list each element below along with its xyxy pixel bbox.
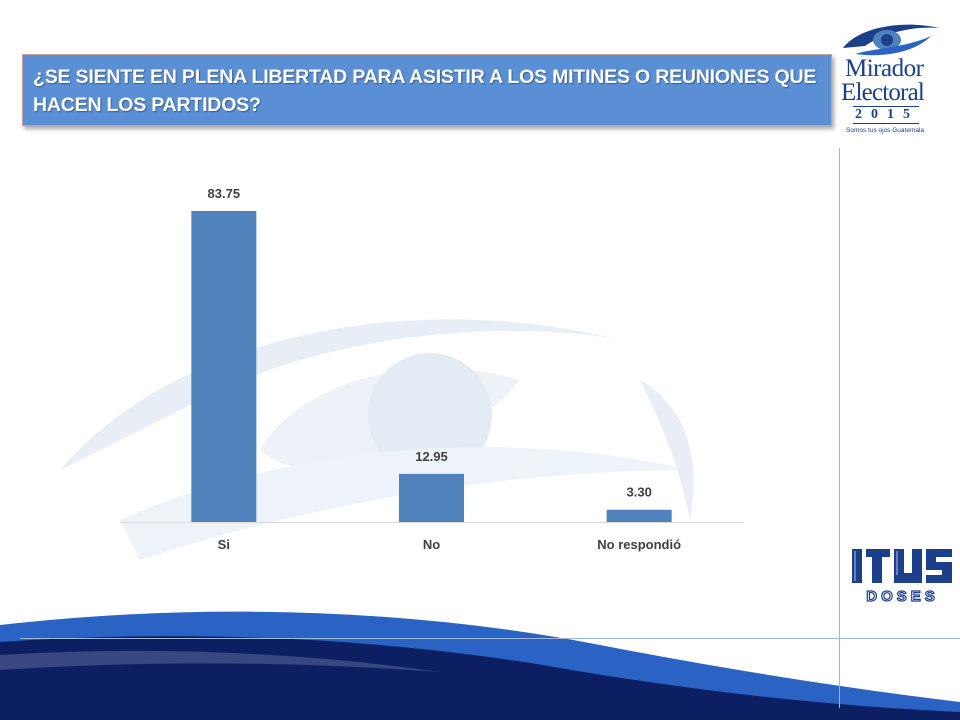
mirador-logo-year: 2015: [853, 106, 919, 124]
doses-mark-icon: [852, 549, 952, 583]
mirador-logo-line1: Mirador: [845, 55, 924, 82]
bar: [399, 473, 464, 522]
vertical-divider-line: [839, 148, 840, 708]
data-label: 12.95: [415, 449, 448, 464]
x-tick-label: Si: [218, 537, 230, 552]
title-banner: ¿SE SIENTE EN PLENA LIBERTAD PARA ASISTI…: [22, 54, 832, 126]
mirador-electoral-logo: Mirador Electoral 2015 Somos tus ojos Gu…: [835, 18, 945, 143]
horizontal-divider-line: [20, 638, 960, 639]
doses-wordmark: DOSES: [866, 588, 939, 605]
data-label: 3.30: [627, 485, 652, 500]
mirador-logo-tagline: Somos tus ojos Guatemala: [846, 127, 925, 134]
data-label: 83.75: [208, 186, 241, 201]
mirador-logo-line2: Electoral: [841, 79, 925, 106]
x-tick-label: No respondió: [597, 537, 681, 552]
x-tick-label: No: [423, 537, 440, 552]
doses-logo: DOSES: [850, 545, 955, 605]
bar: [191, 211, 257, 522]
footer-wave-navy: [0, 636, 960, 720]
bar: [606, 509, 672, 522]
slide-title: ¿SE SIENTE EN PLENA LIBERTAD PARA ASISTI…: [33, 66, 817, 116]
eye-icon: [843, 24, 939, 56]
